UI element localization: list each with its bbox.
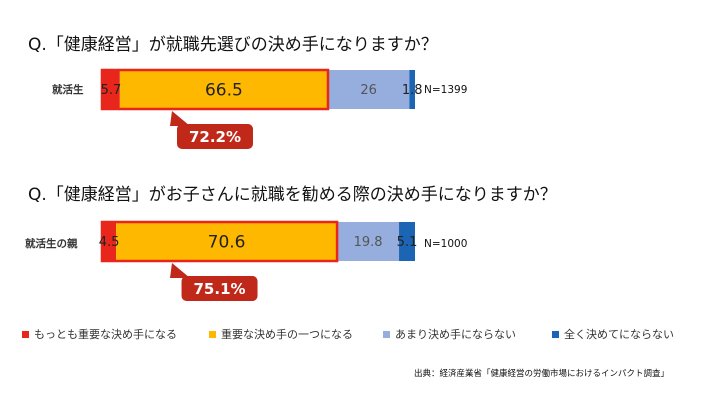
data-label: 26 [360,83,377,98]
callout-label: 75.1% [194,280,246,298]
legend-item-not-at-all: 全く決めてにならない [552,326,674,342]
category-label-students: 就活生 [52,84,84,96]
legend-swatch [22,330,29,338]
bar-segment [102,70,120,109]
data-label: 4.5 [99,235,120,250]
bar-segment [337,222,400,261]
legend-label: 全く決めてにならない [564,328,674,341]
legend-label: もっとも重要な決め手になる [34,328,177,341]
legend-item-important: 重要な決め手の一つになる [209,326,353,342]
sample-size-label-1: N=1399 [424,84,468,96]
question-2-title: Q.「健康経営」がお子さんに就職を勧める際の決め手になりますか？ [28,185,557,205]
callout-box [181,276,258,301]
callout-box [176,124,253,149]
data-label: 66.5 [205,81,243,101]
callout-pointer [170,263,190,278]
data-label: 5.1 [397,235,418,250]
legend-label: 重要な決め手の一つになる [221,328,353,341]
legend-swatch [383,330,390,338]
legend-item-not-much: あまり決め手にならない [383,326,516,342]
highlight-border [100,68,330,111]
data-label: 5.7 [101,83,122,98]
data-label: 70.6 [208,233,246,253]
bar-segment [399,222,415,261]
legend: もっとも重要な決め手になる 重要な決め手の一つになる あまり決め手にならない 全… [22,326,709,344]
bar-segment [327,70,410,109]
legend-swatch [552,330,559,338]
data-label: 19.8 [354,235,383,250]
sample-size-label-2: N=1000 [424,238,468,250]
bar-segment [119,70,328,109]
highlight-border [100,220,339,263]
category-label-parents: 就活生の親 [25,238,78,250]
question-1-title: Q.「健康経営」が就職先選びの決め手になりますか？ [28,35,438,55]
bar-segment [102,222,117,261]
source-note: 出典：経済産業省「健康経営の労働市場におけるインパクト調査」 [413,369,669,379]
data-label: 1.8 [402,83,423,98]
legend-swatch [209,330,216,338]
legend-label: あまり決め手にならない [395,328,516,341]
bar-segment [116,222,338,261]
callout-pointer [170,111,190,126]
legend-item-most-important: もっとも重要な決め手になる [22,326,177,342]
bar-segment [409,70,415,109]
callout-label: 72.2% [189,128,241,146]
